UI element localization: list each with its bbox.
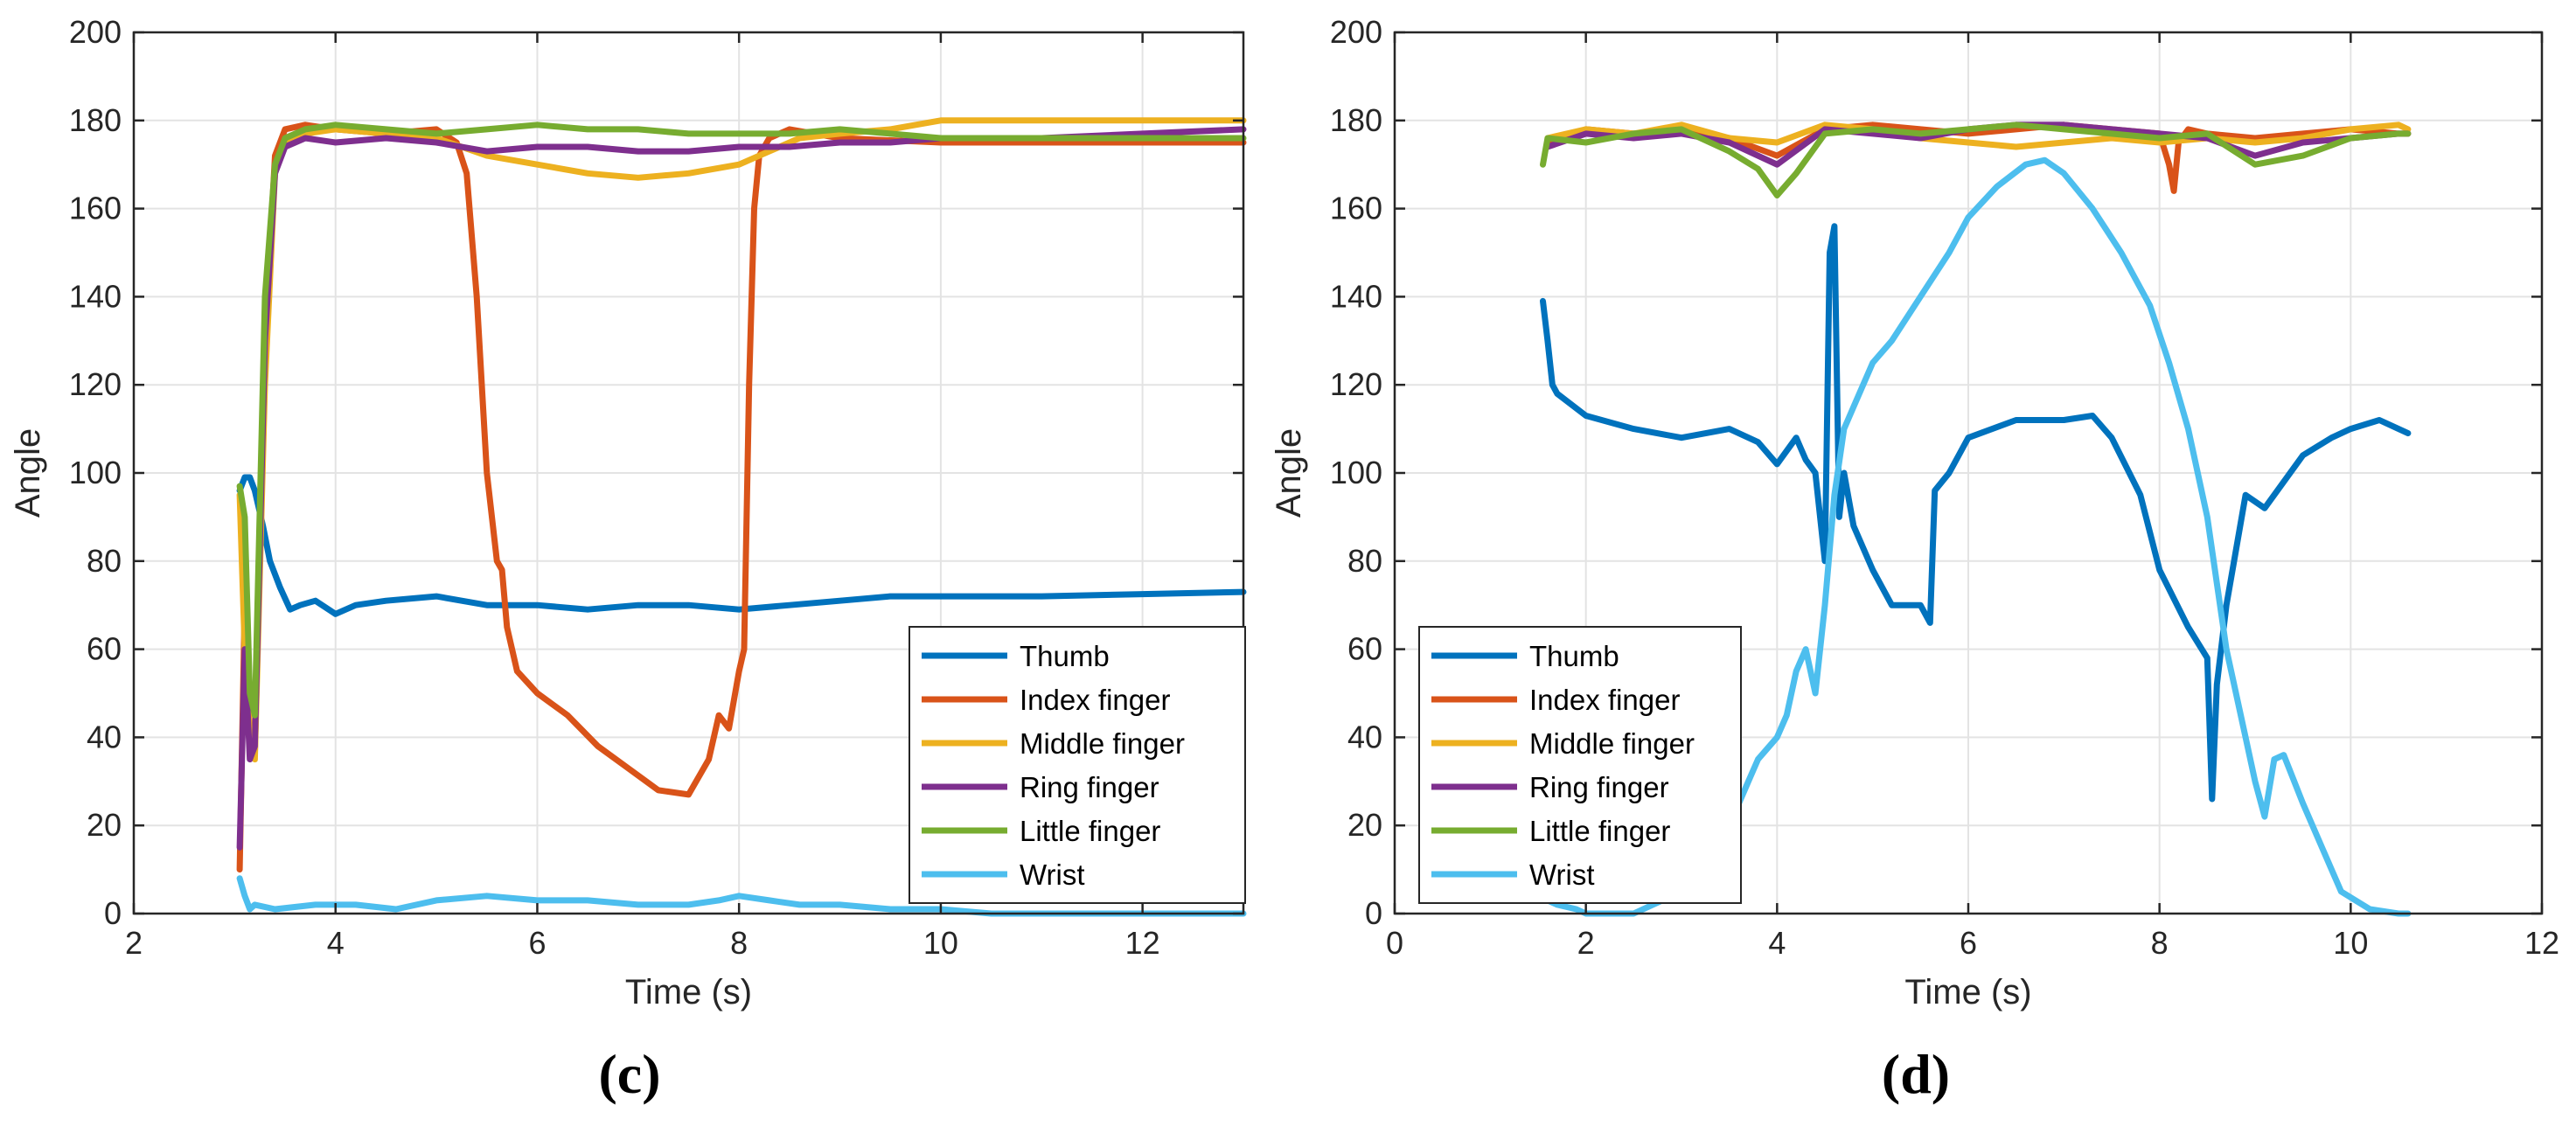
x-tick-label: 6 [528, 925, 546, 961]
x-axis-title: Time (s) [1904, 973, 2031, 1011]
y-tick-label: 20 [1347, 807, 1382, 843]
y-tick-label: 40 [1347, 719, 1382, 754]
y-tick-label: 100 [1330, 455, 1382, 490]
legend-label: Ring finger [1020, 771, 1159, 803]
x-tick-label: 12 [2524, 925, 2559, 961]
series-line-little-finger [1540, 122, 2412, 198]
x-tick-label: 6 [1960, 925, 1977, 961]
x-axis-title: Time (s) [625, 973, 752, 1011]
x-tick-label: 4 [327, 925, 345, 961]
y-tick-label: 20 [87, 807, 122, 843]
panel-label: (d) [1882, 1043, 1950, 1105]
legend-box [1418, 626, 1742, 904]
x-tick-label: 2 [125, 925, 143, 961]
y-tick-label: 120 [69, 366, 122, 402]
y-tick-label: 0 [1365, 895, 1382, 931]
y-tick-label: 60 [1347, 631, 1382, 667]
x-tick-label: 10 [923, 925, 958, 961]
y-tick-label: 140 [1330, 278, 1382, 314]
y-tick-label: 120 [1330, 366, 1382, 402]
legend-label: Wrist [1529, 858, 1595, 891]
legend-label: Thumb [1529, 640, 1619, 672]
legend-label: Little finger [1020, 815, 1160, 847]
legend-label: Ring finger [1529, 771, 1669, 803]
chart-d: 0 2 4 6 8 10 12020406080100120140160180200Time… [1270, 14, 2559, 1105]
x-tick-label: 2 [1577, 925, 1595, 961]
legend-label: Thumb [1020, 640, 1110, 672]
chart-c: 2 4 6 8 10 12020406080100120140160180200Time … [9, 14, 1247, 1105]
series-line-thumb [1540, 223, 2412, 803]
y-tick-label: 0 [104, 895, 122, 931]
series-line-thumb [236, 474, 1247, 617]
y-tick-label: 60 [87, 631, 122, 667]
y-tick-label: 100 [69, 455, 122, 490]
legend-label: Middle finger [1529, 727, 1695, 760]
x-tick-label: 8 [2151, 925, 2169, 961]
y-tick-label: 80 [1347, 543, 1382, 579]
x-tick-label: 10 [2333, 925, 2368, 961]
legend: Thumb Index finger Middle finger Ring finge… [1418, 626, 1742, 904]
y-tick-label: 180 [69, 102, 122, 138]
x-tick-label: 8 [730, 925, 748, 961]
legend-label: Middle finger [1020, 727, 1185, 760]
series-line-middle-finger [1544, 122, 2412, 150]
legend-label: Little finger [1529, 815, 1670, 847]
series-line-little-finger [236, 122, 1247, 719]
y-tick-label: 140 [69, 278, 122, 314]
legend: Thumb Index finger Middle finger Ring finge… [909, 626, 1246, 904]
legend-box [909, 626, 1246, 904]
y-tick-label: 200 [1330, 14, 1382, 50]
legend-label: Wrist [1020, 858, 1085, 891]
y-tick-label: 180 [1330, 102, 1382, 138]
y-tick-label: 160 [69, 191, 122, 226]
legend-label: Index finger [1020, 684, 1170, 716]
legend-label: Index finger [1529, 684, 1680, 716]
panel-label: (c) [598, 1043, 660, 1105]
x-tick-label: 4 [1768, 925, 1786, 961]
x-tick-label: 0 [1386, 925, 1403, 961]
y-axis-title: Angle [9, 428, 47, 518]
y-tick-label: 40 [87, 719, 122, 754]
y-tick-label: 200 [69, 14, 122, 50]
x-tick-label: 12 [1125, 925, 1160, 961]
y-tick-label: 80 [87, 543, 122, 579]
y-axis-title: Angle [1270, 428, 1308, 518]
y-tick-label: 160 [1330, 191, 1382, 226]
